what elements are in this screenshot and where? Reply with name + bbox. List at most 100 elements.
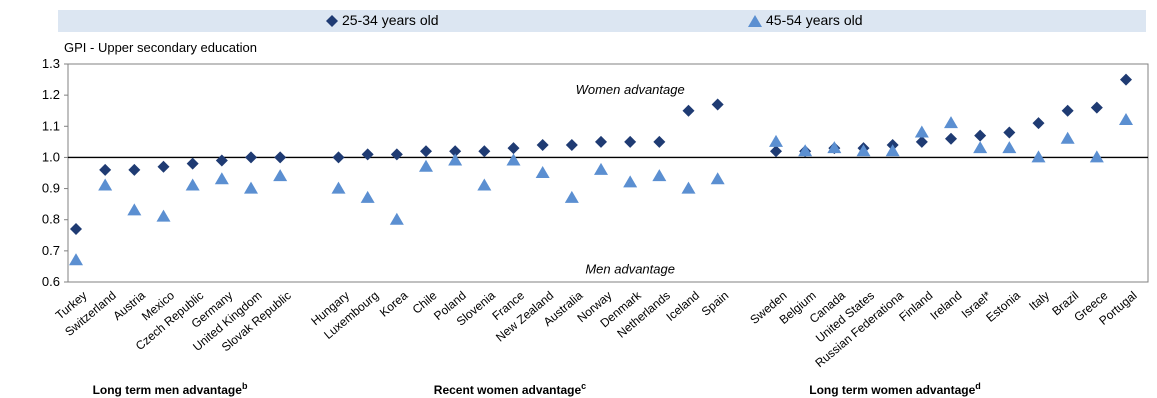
- legend-item-45-54: 45-54 years old: [748, 12, 863, 28]
- marker-25-34-31: [974, 129, 987, 142]
- marker-45-54-19: [623, 175, 638, 188]
- marker-25-34-35: [1090, 101, 1103, 114]
- marker-25-34-17: [565, 138, 578, 151]
- marker-25-34-19: [624, 135, 637, 148]
- marker-25-34-32: [1003, 126, 1016, 139]
- marker-45-54-17: [564, 190, 579, 203]
- marker-25-34-3: [157, 160, 170, 173]
- marker-45-54-18: [594, 162, 608, 175]
- group-label-sup-0: b: [242, 381, 248, 391]
- category-label-21: Iceland: [663, 288, 702, 324]
- marker-45-54-26: [827, 141, 842, 154]
- y-tick-label-5: 1.1: [42, 118, 60, 133]
- y-tick-label-6: 1.2: [42, 87, 60, 102]
- marker-45-54-11: [389, 212, 404, 225]
- marker-25-34-20: [653, 135, 666, 148]
- marker-45-54-6: [244, 181, 258, 194]
- marker-45-54-9: [331, 181, 346, 194]
- y-tick-label-3: 0.9: [42, 181, 60, 196]
- annotation-women-advantage: Women advantage: [576, 82, 685, 97]
- marker-25-34-33: [1032, 117, 1045, 130]
- marker-25-34-1: [99, 163, 112, 176]
- plot-border: [67, 63, 1149, 283]
- group-labels: Long term men advantageb Recent women adv…: [93, 381, 981, 397]
- marker-25-34-15: [507, 142, 520, 155]
- marker-45-54-12: [419, 159, 433, 172]
- marker-25-34-13: [449, 145, 462, 158]
- legend-label-45-54: 45-54 years old: [766, 12, 863, 28]
- category-label-29: Finland: [896, 288, 935, 324]
- marker-25-34-22: [711, 98, 724, 111]
- marker-45-54-0: [69, 253, 83, 266]
- y-tick-label-7: 1.3: [42, 56, 60, 71]
- group-label-sup-2: d: [975, 381, 981, 391]
- y-tick-label-1: 0.7: [42, 243, 60, 258]
- annotation-men-advantage: Men advantage: [585, 262, 675, 277]
- marker-45-54-36: [1119, 113, 1133, 126]
- marker-25-34-0: [70, 223, 82, 236]
- y-tick-label-2: 0.8: [42, 212, 60, 227]
- category-label-22: Spain: [699, 288, 732, 318]
- marker-45-54-5: [214, 172, 229, 185]
- group-label-0: Long term men advantageb: [93, 381, 248, 397]
- category-label-32: Estonia: [983, 288, 1023, 325]
- marker-25-34-10: [361, 148, 374, 161]
- marker-25-34-29: [915, 135, 928, 148]
- marker-25-34-14: [478, 145, 491, 158]
- marker-25-34-9: [332, 151, 345, 164]
- marker-45-54-35: [1089, 150, 1104, 163]
- marker-45-54-7: [273, 169, 288, 182]
- marker-45-54-32: [1002, 141, 1017, 154]
- marker-25-34-11: [390, 148, 403, 161]
- group-label-sup-1: c: [581, 381, 586, 391]
- marker-25-34-12: [420, 145, 432, 158]
- marker-25-34-24: [770, 145, 782, 158]
- marker-45-54-3: [156, 209, 171, 222]
- marker-45-54-29: [914, 125, 929, 138]
- y-axis-label: GPI - Upper secondary education: [64, 40, 257, 55]
- legend-item-25-34: 25-34 years old: [326, 12, 439, 28]
- legend-label-25-34: 25-34 years old: [342, 12, 439, 28]
- marker-25-34-21: [682, 104, 695, 117]
- marker-25-34-34: [1061, 104, 1074, 117]
- marker-25-34-36: [1120, 73, 1132, 86]
- marker-25-34-7: [274, 151, 287, 164]
- marker-45-54-15: [506, 153, 521, 166]
- category-label-33: Italy: [1026, 288, 1052, 313]
- legend: 25-34 years old 45-54 years old: [58, 10, 1146, 32]
- marker-25-34-6: [245, 151, 257, 164]
- marker-45-54-31: [973, 141, 988, 154]
- triangle-icon: [748, 15, 762, 28]
- marker-25-34-4: [186, 157, 199, 170]
- y-tick-label-0: 0.6: [42, 274, 60, 289]
- group-label-1: Recent women advantagec: [434, 381, 586, 397]
- diamond-icon: [326, 15, 338, 28]
- data-markers: [69, 73, 1133, 266]
- marker-45-54-14: [477, 178, 492, 191]
- category-label-30: Ireland: [927, 288, 964, 322]
- marker-45-54-33: [1031, 150, 1046, 163]
- marker-25-34-2: [128, 163, 141, 176]
- marker-45-54-34: [1060, 131, 1075, 144]
- y-tick-label-4: 1.0: [42, 149, 60, 164]
- marker-45-54-13: [448, 153, 463, 166]
- marker-45-54-21: [681, 181, 696, 194]
- category-label-11: Korea: [377, 288, 411, 320]
- marker-25-34-16: [536, 138, 549, 151]
- marker-25-34-30: [945, 132, 957, 145]
- marker-45-54-27: [856, 144, 871, 157]
- marker-45-54-1: [98, 178, 113, 191]
- marker-45-54-22: [710, 172, 725, 185]
- group-label-2: Long term women advantaged: [809, 381, 981, 397]
- marker-45-54-28: [885, 144, 900, 157]
- marker-45-54-25: [798, 144, 813, 157]
- marker-25-34-5: [215, 154, 228, 167]
- marker-25-34-18: [595, 135, 607, 148]
- marker-45-54-24: [769, 134, 783, 147]
- marker-45-54-2: [127, 203, 142, 216]
- marker-45-54-16: [535, 166, 550, 178]
- marker-45-54-20: [652, 169, 667, 182]
- marker-45-54-10: [360, 190, 375, 203]
